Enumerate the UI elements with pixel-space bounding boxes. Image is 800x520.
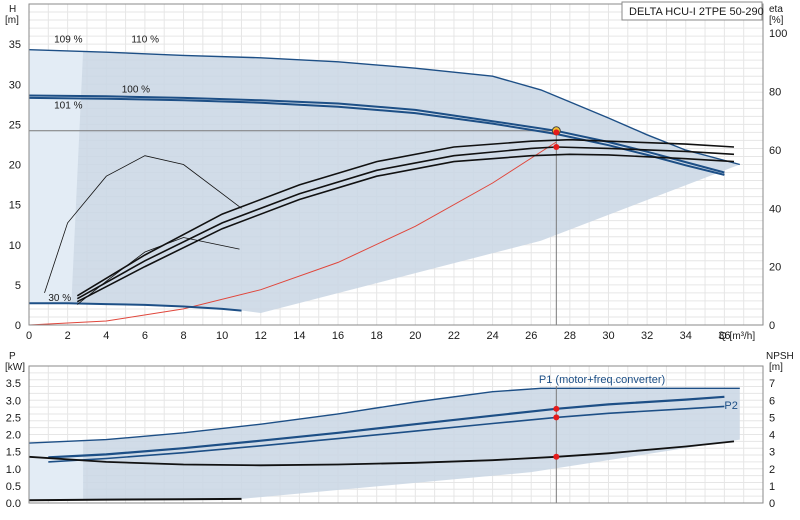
x-tick-label: 0 [26, 330, 32, 342]
x-tick-label: 24 [486, 330, 498, 342]
npsh-y-tick-label: 2 [769, 464, 775, 476]
head-y-tick-label: 25 [9, 119, 21, 131]
power-axis-unit: [kW] [5, 362, 25, 373]
x-tick-label: 14 [293, 330, 305, 342]
efficiency-curve-eta-30-b [77, 237, 240, 305]
speed-label: 100 % [122, 84, 150, 95]
p2-curve [48, 405, 725, 463]
operating-point-p2 [553, 414, 560, 421]
eta-axis-unit: [%] [769, 15, 784, 26]
x-tick-label: 2 [65, 330, 71, 342]
series-label: P2 [724, 400, 737, 412]
chart-title: DELTA HCU-I 2TPE 50-290 [629, 6, 764, 18]
x-tick-label: 10 [216, 330, 228, 342]
x-tick-label: 18 [371, 330, 383, 342]
head-curve-max [28, 49, 740, 166]
p-min-curve [28, 497, 242, 502]
power-y-tick-label: 2.0 [6, 430, 21, 442]
speed-label: 109 % [54, 35, 82, 46]
x-tick-label: 34 [680, 330, 692, 342]
eta-y-tick-label: 100 [769, 28, 787, 40]
x-tick-label: 22 [448, 330, 460, 342]
x-tick-label: 12 [255, 330, 267, 342]
eta-y-tick-label: 40 [769, 203, 781, 215]
speed-label: 110 % [131, 35, 159, 46]
x-tick-label: 8 [180, 330, 186, 342]
efficiency-curve-eta-100 [76, 146, 735, 300]
operating-point-eta-max [553, 129, 560, 136]
title-box [621, 1, 763, 21]
eta-y-tick-label: 60 [769, 145, 781, 157]
power-y-tick-label: 1.0 [6, 464, 21, 476]
npsh-axis-unit: [m] [769, 362, 783, 373]
x-tick-label: 32 [641, 330, 653, 342]
power-y-tick-label: 3.5 [6, 378, 21, 390]
eta-y-tick-label: 80 [769, 87, 781, 99]
head-curve-min [29, 302, 242, 312]
power-frame [28, 365, 764, 504]
power-axis-title: P [9, 351, 16, 362]
efficiency-curve-eta-outer [76, 138, 735, 297]
x-tick-label: 16 [332, 330, 344, 342]
npsh-axis-title: NPSH [766, 351, 794, 362]
speed-label: 30 % [48, 293, 71, 304]
system-curve [28, 141, 557, 326]
eta-y-tick-label: 0 [769, 320, 775, 332]
operating-point-npsh [553, 453, 560, 460]
npsh-y-tick-label: 7 [769, 378, 775, 390]
head-y-tick-label: 0 [15, 320, 21, 332]
p1-curve [48, 395, 725, 459]
head-y-tick-label: 35 [9, 39, 21, 51]
operating-point-p1 [553, 405, 560, 412]
eta-axis-title: eta [769, 4, 783, 15]
power-operating-area-left [29, 441, 84, 501]
x-tick-label: 28 [564, 330, 576, 342]
x-tick-label: 36 [718, 330, 730, 342]
npsh-curve [28, 440, 735, 467]
head-frame [28, 3, 764, 326]
head-y-tick-label: 5 [15, 280, 21, 292]
x-tick-label: 6 [142, 330, 148, 342]
head-axis-title: H [9, 4, 16, 15]
power-envelope-top [28, 387, 740, 444]
power-panel: 0.0 0.5 1.0 1.5 2.0 2.5 3.0 3.5 0 1 2 3 4 5 6 7 P[kW] NPS… [5, 351, 794, 510]
power-y-tick-label: 1.5 [6, 447, 21, 459]
head-axis-unit: [m] [5, 15, 19, 26]
efficiency-curve-eta-low [76, 153, 735, 303]
npsh-y-tick-label: 4 [769, 430, 775, 442]
npsh-y-tick-label: 5 [769, 412, 775, 424]
head-curve-n100a [28, 94, 725, 174]
x-tick-label: 30 [602, 330, 614, 342]
x-tick-label: 20 [409, 330, 421, 342]
series-label: P1 (motor+freq.converter) [539, 374, 665, 386]
npsh-y-tick-label: 1 [769, 481, 775, 493]
speed-label: 101 % [54, 100, 82, 111]
npsh-y-tick-label: 0 [769, 498, 775, 510]
head-y-tick-label: 30 [9, 79, 21, 91]
eta-y-tick-label: 20 [769, 262, 781, 274]
power-y-tick-label: 3.0 [6, 395, 21, 407]
x-tick-label: 4 [103, 330, 109, 342]
power-y-tick-label: 0.5 [6, 481, 21, 493]
power-y-tick-label: 2.5 [6, 412, 21, 424]
x-tick-label: 26 [525, 330, 537, 342]
head-operating-area [29, 49, 740, 313]
operating-point-eta [553, 143, 560, 150]
efficiency-curve-eta-30-a [44, 155, 242, 294]
npsh-y-tick-label: 6 [769, 395, 775, 407]
head-y-tick-label: 20 [9, 160, 21, 172]
npsh-y-tick-label: 3 [769, 447, 775, 459]
x-axis-label: Q [m³/h] [719, 331, 755, 342]
power-y-tick-label: 0.0 [6, 498, 21, 510]
head-y-tick-label: 10 [9, 240, 21, 252]
head-operating-area-left [29, 49, 84, 304]
head-y-tick-label: 15 [9, 200, 21, 212]
